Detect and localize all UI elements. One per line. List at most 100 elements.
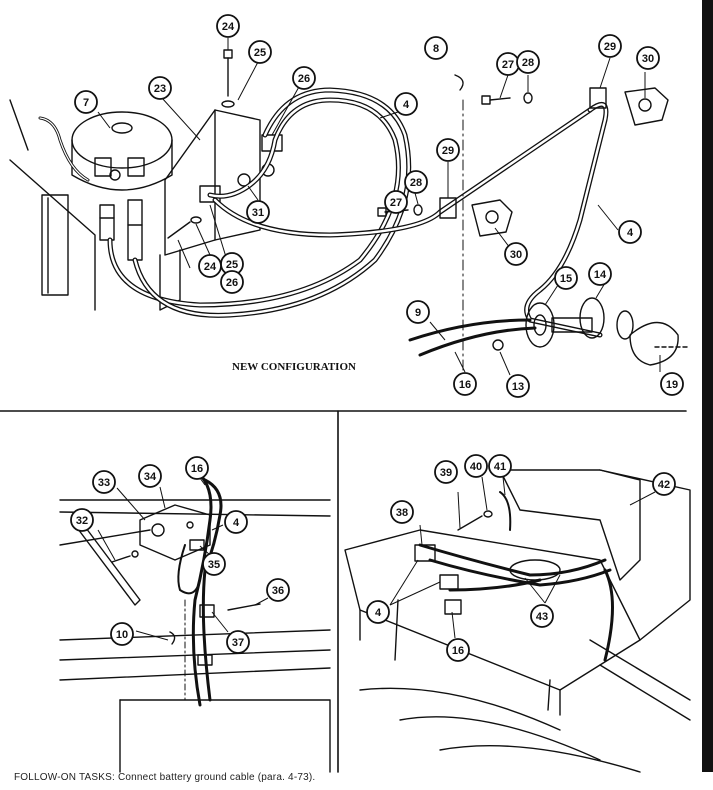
callout-28: 28 [516, 50, 540, 74]
callout-9: 9 [406, 300, 430, 324]
callout-number: 42 [658, 479, 670, 491]
callout-number: 34 [144, 471, 157, 483]
callout-number: 4 [375, 607, 382, 619]
callout-29: 29 [598, 34, 622, 58]
callout-circle [406, 300, 430, 324]
callout-14: 14 [588, 262, 612, 286]
callout-number: 9 [415, 307, 421, 319]
callout-circle [488, 454, 512, 478]
callout-circle [464, 454, 488, 478]
callout-4: 4 [224, 510, 248, 534]
callout-number: 10 [116, 629, 128, 641]
callout-30: 30 [504, 242, 528, 266]
callout-number: 38 [396, 507, 408, 519]
callout-circle [588, 262, 612, 286]
callout-number: 4 [233, 517, 240, 529]
callout-34: 34 [138, 464, 162, 488]
callout-circle [202, 552, 226, 576]
callout-32: 32 [70, 508, 94, 532]
callout-circle [248, 40, 272, 64]
callout-number: 16 [452, 645, 464, 657]
callout-circle [70, 508, 94, 532]
callout-36: 36 [266, 578, 290, 602]
callout-circle [434, 460, 458, 484]
callout-number: 29 [604, 41, 616, 53]
callout-number: 30 [510, 249, 522, 261]
callout-number: 27 [502, 59, 514, 71]
callout-15: 15 [554, 266, 578, 290]
callout-13: 13 [506, 374, 530, 398]
callout-circle [636, 46, 660, 70]
callout-circle [74, 90, 98, 114]
callout-circle [390, 500, 414, 524]
callout-number: 15 [560, 273, 572, 285]
callout-circle [92, 470, 116, 494]
callout-31: 31 [246, 200, 270, 224]
callout-circle [436, 138, 460, 162]
callout-number: 31 [252, 207, 264, 219]
callout-42: 42 [652, 472, 676, 496]
callout-circle [384, 190, 408, 214]
callout-number: 8 [433, 43, 439, 55]
callout-33: 33 [92, 470, 116, 494]
callout-circle [446, 638, 470, 662]
callout-number: 27 [390, 197, 402, 209]
callout-circle [366, 600, 390, 624]
callout-number: 36 [272, 585, 284, 597]
callout-25: 25 [248, 40, 272, 64]
callout-circle [394, 92, 418, 116]
callout-number: 41 [494, 461, 506, 473]
callout-26: 26 [292, 66, 316, 90]
callout-24: 24 [216, 14, 240, 38]
callout-number: 26 [298, 73, 310, 85]
callout-40: 40 [464, 454, 488, 478]
follow-on-tasks-footer: FOLLOW-ON TASKS: Connect battery ground … [14, 772, 316, 783]
callouts: 24 25 26 7 23 4 8 27 28 29 30 31 27 28 29 25 24 26 30 4 15 14… [70, 14, 684, 662]
callout-number: 28 [410, 177, 422, 189]
callout-number: 35 [208, 559, 220, 571]
callout-number: 37 [232, 637, 244, 649]
callout-26: 26 [220, 270, 244, 294]
callout-circle [516, 50, 540, 74]
callout-10: 10 [110, 622, 134, 646]
callout-circle [292, 66, 316, 90]
callout-19: 19 [660, 372, 684, 396]
callout-circle [185, 456, 209, 480]
callout-24: 24 [198, 254, 222, 278]
leader-lines [97, 38, 661, 641]
callout-number: 39 [440, 467, 452, 479]
callout-circle [246, 200, 270, 224]
callout-circle [652, 472, 676, 496]
callout-35: 35 [202, 552, 226, 576]
callout-circle [266, 578, 290, 602]
callout-number: 29 [442, 145, 454, 157]
callout-circle [404, 170, 428, 194]
callout-number: 24 [204, 261, 217, 273]
callout-circle [148, 76, 172, 100]
callout-number: 28 [522, 57, 534, 69]
callout-number: 24 [222, 21, 235, 33]
bottom-right-drawing [344, 469, 691, 773]
callout-circle [216, 14, 240, 38]
callout-circle [220, 270, 244, 294]
callout-41: 41 [488, 454, 512, 478]
callout-27: 27 [384, 190, 408, 214]
callout-circle [453, 372, 477, 396]
callout-circle [530, 604, 554, 628]
edge-tab-bar [702, 0, 713, 772]
callout-number: 7 [83, 97, 89, 109]
callout-number: 13 [512, 381, 524, 393]
callout-number: 43 [536, 611, 548, 623]
callout-16: 16 [453, 372, 477, 396]
callout-circle [504, 242, 528, 266]
callout-circle [660, 372, 684, 396]
callout-circle [554, 266, 578, 290]
top-panel-drawing [9, 49, 691, 381]
callout-29: 29 [436, 138, 460, 162]
callout-circle [424, 36, 448, 60]
callout-number: 23 [154, 83, 166, 95]
callout-23: 23 [148, 76, 172, 100]
callout-39: 39 [434, 460, 458, 484]
callout-number: 40 [470, 461, 482, 473]
